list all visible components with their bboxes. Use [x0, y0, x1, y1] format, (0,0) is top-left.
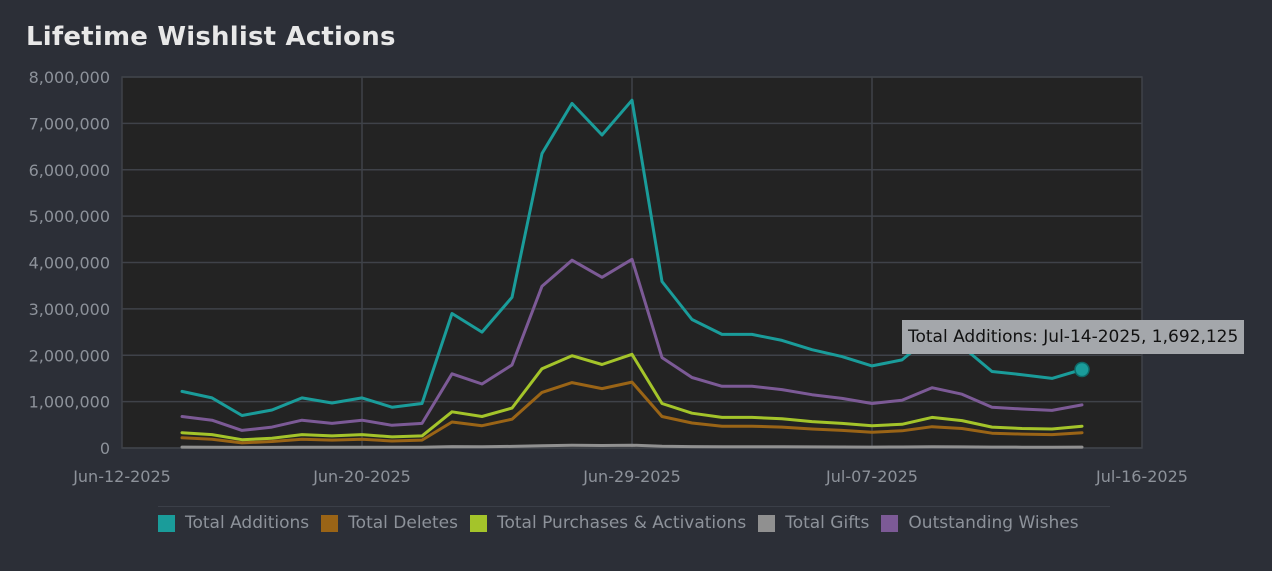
legend-swatch	[321, 514, 339, 532]
legend-swatch	[470, 514, 487, 532]
x-tick-label: Jul-16-2025	[1095, 467, 1188, 486]
legend-item[interactable]: Total Gifts	[758, 513, 869, 533]
legend-item[interactable]: Total Additions	[158, 513, 309, 533]
y-tick-label: 3,000,000	[29, 300, 110, 319]
legend-label: Total Additions	[185, 513, 310, 533]
series-line-total-deletes[interactable]	[180, 380, 1084, 445]
y-tick-label: 8,000,000	[29, 68, 110, 87]
chart-title: Lifetime Wishlist Actions	[26, 22, 396, 52]
chart-legend: Total Additions Total Deletes Total Purcha…	[158, 506, 1110, 539]
x-tick-label: Jul-07-2025	[825, 467, 918, 486]
x-tick-label: Jun-29-2025	[582, 467, 681, 486]
legend-item[interactable]: Total Deletes	[321, 513, 458, 533]
y-tick-label: 0	[100, 439, 110, 458]
legend-swatch	[758, 514, 776, 532]
y-tick-label: 1,000,000	[29, 393, 110, 412]
legend-label: Total Purchases & Activations	[497, 513, 747, 533]
legend-swatch	[158, 514, 175, 532]
series-line-outstanding-wishes[interactable]	[180, 257, 1084, 432]
legend-label: Total Gifts	[785, 513, 870, 533]
legend-item[interactable]: Outstanding Wishes	[881, 513, 1079, 533]
x-tick-label: Jun-20-2025	[312, 467, 411, 486]
y-tick-label: 4,000,000	[29, 254, 110, 273]
y-tick-label: 7,000,000	[29, 114, 110, 133]
x-tick-label: Jun-12-2025	[72, 467, 171, 486]
y-tick-label: 5,000,000	[29, 207, 110, 226]
y-tick-label: 6,000,000	[29, 161, 110, 180]
series-line-total-purchases-activations[interactable]	[180, 352, 1084, 442]
legend-swatch	[881, 514, 899, 532]
chart-tooltip: Total Additions: Jul-14-2025, 1,692,125	[902, 320, 1245, 354]
hover-point-marker[interactable]	[1074, 361, 1090, 378]
legend-label: Outstanding Wishes	[908, 513, 1079, 533]
legend-label: Total Deletes	[348, 513, 458, 533]
y-tick-label: 2,000,000	[29, 346, 110, 365]
series-line-total-gifts[interactable]	[180, 443, 1084, 449]
legend-item[interactable]: Total Purchases & Activations	[470, 513, 746, 533]
